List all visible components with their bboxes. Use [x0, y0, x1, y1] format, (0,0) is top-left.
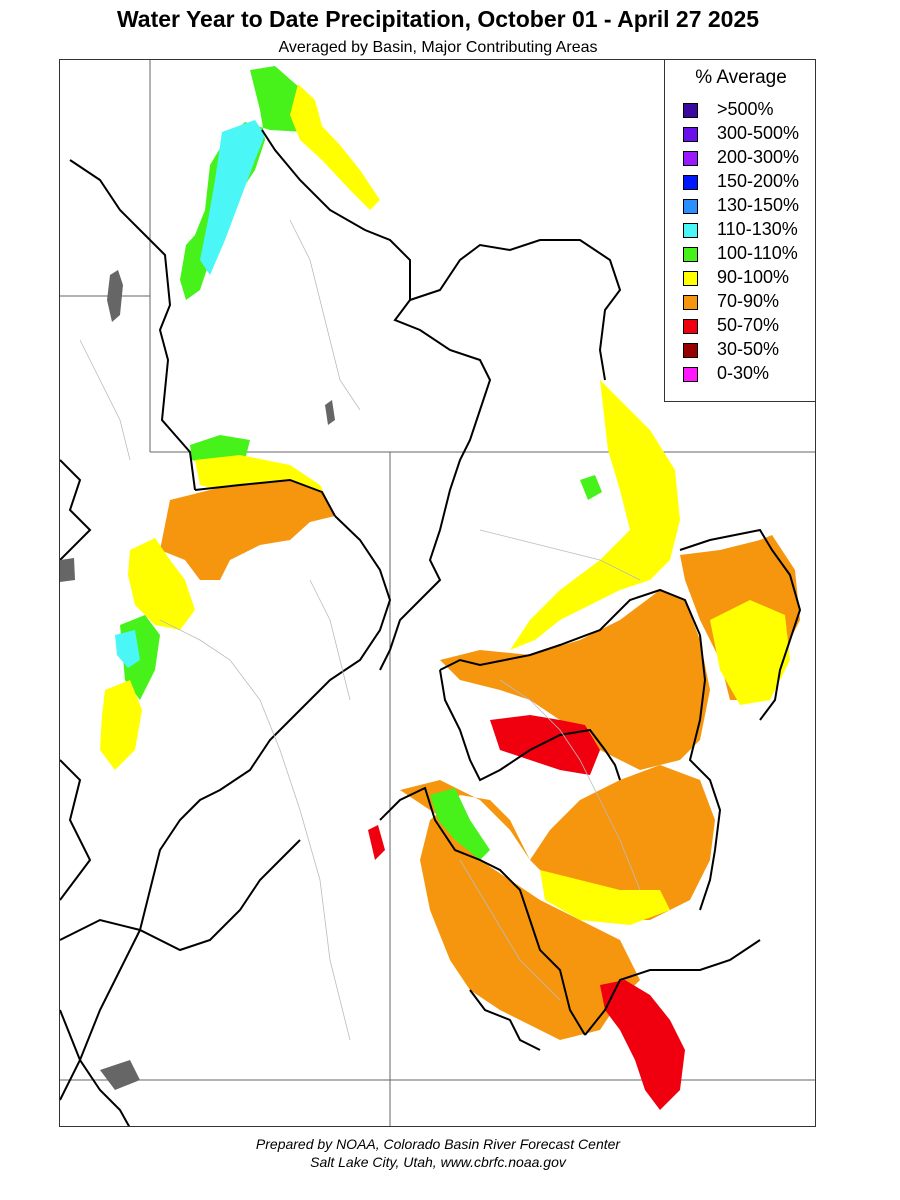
- legend-label: 50-70%: [717, 315, 780, 335]
- legend-label: 300-500%: [717, 123, 800, 143]
- map-title: Water Year to Date Precipitation, Octobe…: [116, 6, 760, 32]
- map-subtitle: Averaged by Basin, Major Contributing Ar…: [278, 39, 598, 56]
- region-west-yellow-south: [100, 680, 142, 770]
- legend-swatch: [683, 319, 698, 334]
- legend-swatch: [683, 343, 698, 358]
- legend-label: 30-50%: [717, 339, 780, 359]
- region-central-orange: [440, 590, 710, 770]
- legend: % Average >500% 300-500% 200-300% 150-20…: [664, 59, 816, 402]
- legend-label: 70-90%: [717, 291, 780, 311]
- region-central-red: [490, 715, 600, 775]
- legend-label: >500%: [717, 99, 774, 119]
- region-far-east-yellow: [710, 600, 790, 705]
- legend-label: 130-150%: [717, 195, 800, 215]
- map-canvas: [60, 60, 815, 1126]
- region-east-yellow: [510, 380, 680, 650]
- credit-line-1: Prepared by NOAA, Colorado Basin River F…: [255, 1136, 621, 1152]
- precip-regions: [100, 66, 800, 1110]
- legend-swatch: [683, 247, 698, 262]
- region-west-cyan: [115, 630, 140, 668]
- legend-label: 110-130%: [717, 219, 798, 239]
- region-north-cyan: [200, 120, 265, 275]
- legend-swatch: [683, 151, 698, 166]
- legend-title: % Average: [695, 67, 787, 88]
- legend-swatch: [683, 271, 698, 286]
- legend-swatch: [683, 103, 698, 118]
- legend-swatch: [683, 223, 698, 238]
- legend-label: 200-300%: [717, 147, 800, 167]
- legend-label: 0-30%: [717, 363, 770, 383]
- legend-label: 100-110%: [717, 243, 798, 263]
- region-west-orange: [160, 480, 335, 580]
- legend-label: 150-200%: [717, 171, 800, 191]
- legend-label: 90-100%: [717, 267, 790, 287]
- region-south-orange: [400, 765, 715, 1040]
- legend-swatch: [683, 127, 698, 142]
- region-east-green: [580, 475, 602, 500]
- region-yellow-band: [195, 455, 330, 505]
- region-west-red: [368, 825, 385, 860]
- state-boundaries: [60, 60, 815, 1126]
- region-southeast-red: [600, 980, 685, 1110]
- legend-swatch: [683, 199, 698, 214]
- credit-line-2: Salt Lake City, Utah, www.cbrfc.noaa.gov: [310, 1154, 566, 1170]
- lakes: [60, 270, 335, 1090]
- basin-boundaries: [60, 129, 802, 1126]
- legend-swatch: [683, 367, 698, 382]
- region-south-green: [430, 788, 490, 860]
- region-south-yellow: [540, 870, 670, 925]
- legend-swatch: [683, 175, 698, 190]
- rivers: [79, 219, 641, 1041]
- legend-swatch: [683, 295, 698, 310]
- region-west-yellow: [128, 538, 195, 630]
- region-north-yellow: [290, 84, 380, 210]
